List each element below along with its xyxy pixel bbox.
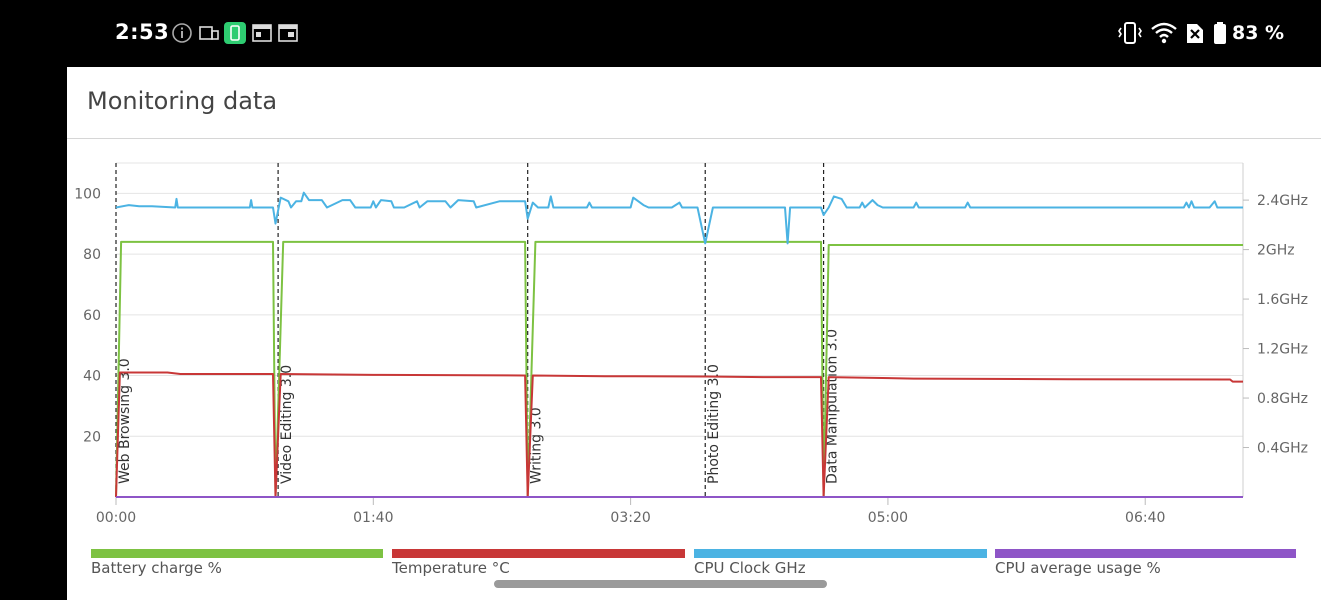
legend-swatch-cpu-usage xyxy=(995,549,1296,558)
legend-label-cpu-clock: CPU Clock GHz xyxy=(694,559,806,576)
cast-icon xyxy=(199,26,219,40)
calendar-icon xyxy=(278,24,298,42)
scroll-handle[interactable] xyxy=(494,580,827,588)
event-marker-label: Photo Editing 3.0 xyxy=(706,364,722,484)
no-sim-icon xyxy=(1187,24,1203,43)
x-tick-label: 06:40 xyxy=(1125,510,1165,526)
event-marker-label: Data Manipulation 3.0 xyxy=(825,329,841,484)
card-title: Monitoring data xyxy=(87,87,278,115)
battery-app-icon xyxy=(224,22,246,44)
event-layer: Web Browsing 3.0 Video Editing 3.0 Writing… xyxy=(115,163,841,497)
y-left-tick-label: 60 xyxy=(83,308,101,324)
x-tick-label: 05:00 xyxy=(868,510,908,526)
x-tick-label: 01:40 xyxy=(353,510,393,526)
info-icon xyxy=(172,23,192,43)
y-right-tick-label: 0.4GHz xyxy=(1257,441,1308,457)
event-marker-label: Writing 3.0 xyxy=(529,407,545,484)
y-right-tick-label: 1.2GHz xyxy=(1257,342,1308,358)
series-layer xyxy=(115,191,1243,498)
legend-label-temperature: Temperature °C xyxy=(392,559,510,576)
event-marker-label: Web Browsing 3.0 xyxy=(117,358,133,484)
status-time: 2:53 xyxy=(115,20,170,44)
y-left-tick-label: 20 xyxy=(83,429,101,445)
y-left-tick-label: 100 xyxy=(74,186,101,202)
y-left-tick-label: 80 xyxy=(83,247,101,263)
series-line-temperature-c xyxy=(115,371,1243,498)
event-marker-label: Video Editing 3.0 xyxy=(279,365,295,484)
legend-swatch-cpu-clock xyxy=(694,549,987,558)
y-right-tick-label: 1.6GHz xyxy=(1257,292,1308,308)
y-right-tick-label: 2.4GHz xyxy=(1257,193,1308,209)
y-right-tick-label: 0.8GHz xyxy=(1257,391,1308,407)
x-tick-label: 00:00 xyxy=(96,510,136,526)
calendar-icon xyxy=(252,24,272,42)
x-tick-label: 03:20 xyxy=(610,510,650,526)
monitoring-card: Monitoring data xyxy=(67,67,1321,600)
battery-percentage: 83 % xyxy=(1232,22,1285,44)
battery-icon xyxy=(1214,22,1226,44)
axis-layer: 100 80 60 40 20 2.4GHz 2GHz 1.6GHz 1.2GHz 0.8GHz 0… xyxy=(74,163,1308,526)
wifi-icon xyxy=(1151,22,1177,44)
vibrate-icon xyxy=(1118,22,1142,44)
y-right-tick-label: 2GHz xyxy=(1257,243,1295,259)
legend-label-cpu-usage: CPU average usage % xyxy=(995,559,1161,576)
series-line-cpu-clock-ghz xyxy=(115,191,1243,245)
status-bar: 2:53 83 % xyxy=(0,0,1321,67)
legend: Battery charge % Temperature °C CPU Cloc… xyxy=(67,548,1321,576)
title-divider xyxy=(67,138,1321,139)
legend-swatch-battery xyxy=(91,549,383,558)
legend-label-battery: Battery charge % xyxy=(91,559,222,576)
legend-swatch-temperature xyxy=(392,549,685,558)
y-left-tick-label: 40 xyxy=(83,369,101,385)
